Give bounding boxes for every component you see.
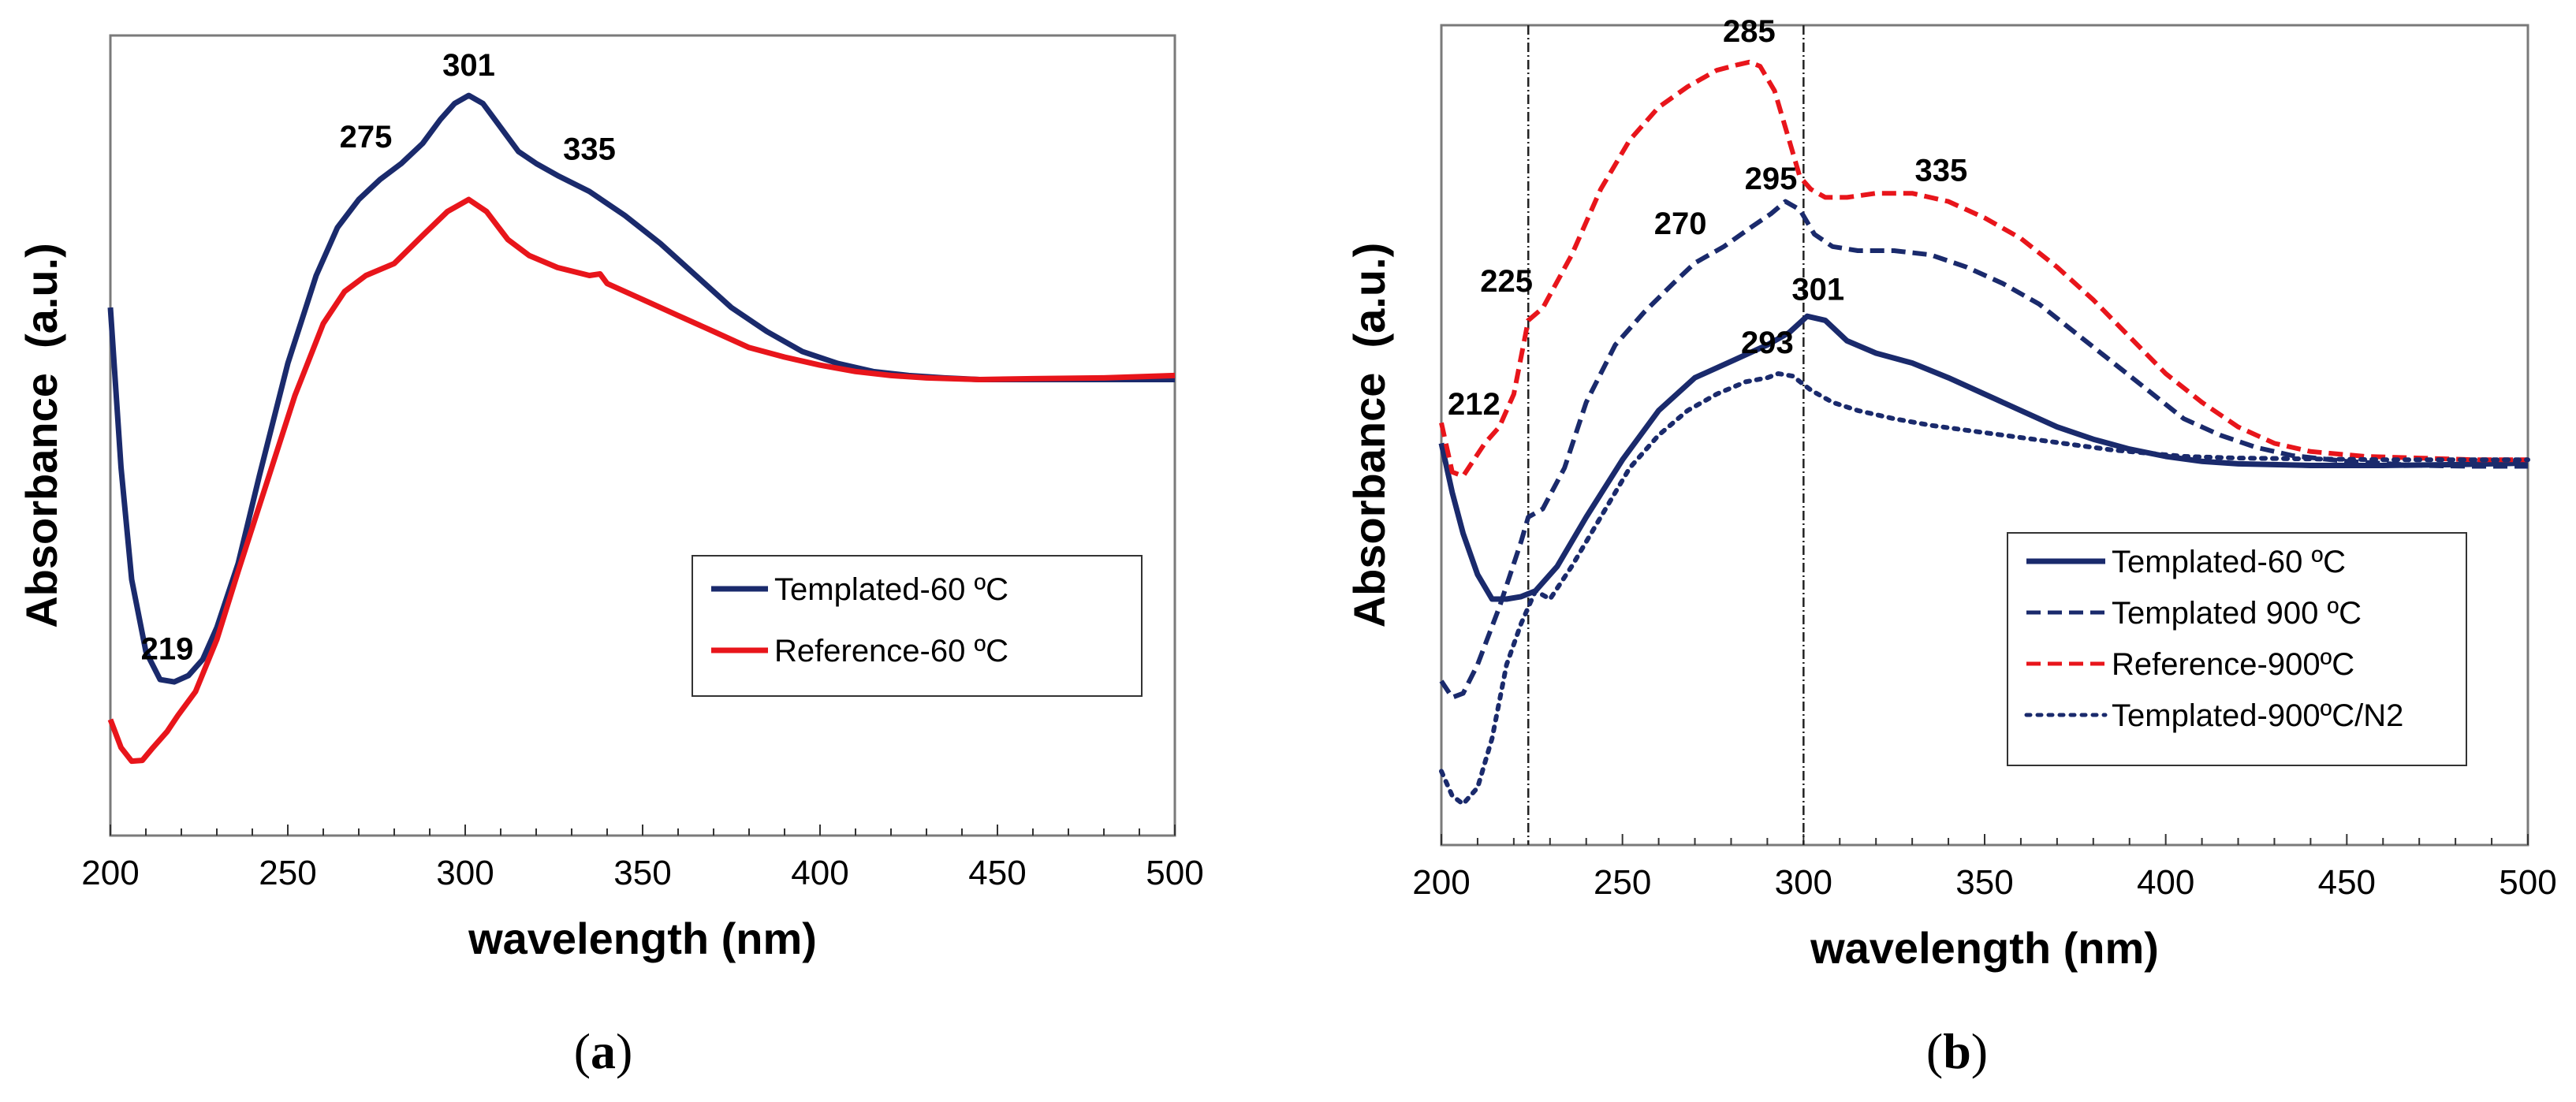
peak-annotation: 295: [1745, 162, 1798, 196]
x-axis-label: wavelength (nm): [1810, 923, 2159, 973]
peak-annotation: 293: [1741, 326, 1794, 360]
chart-panel-a: 200 250 300 350 400 450 500 wavelength (nm) Abso…: [17, 34, 1204, 1079]
x-tick-label: 300: [436, 854, 494, 892]
x-tick-label: 450: [2318, 863, 2376, 902]
series-line: [1438, 313, 2529, 602]
series-line: [107, 196, 1176, 765]
panel-label: (a): [574, 1023, 633, 1079]
legend: Templated-60 ºC Templated 900 ºC Reference…: [2007, 532, 2467, 766]
peak-annotation: 335: [1915, 154, 1968, 188]
peak-annotation: 285: [1723, 14, 1776, 49]
x-tick-label: 300: [1775, 863, 1832, 902]
x-tick-label: 500: [1146, 854, 1203, 892]
x-tick-label: 400: [2137, 863, 2194, 902]
x-tick-label: 250: [259, 854, 316, 892]
x-tick-label: 200: [81, 854, 139, 892]
peak-annotation: 301: [442, 48, 495, 83]
x-tick-label: 200: [1412, 863, 1470, 902]
peak-annotation: 301: [1791, 272, 1844, 307]
legend: Templated-60 ºC Reference-60 ºC: [692, 555, 1143, 697]
peak-annotation: 212: [1448, 387, 1500, 422]
series-line: [1439, 199, 2528, 700]
x-tick-label: 400: [791, 854, 848, 892]
legend-box: [692, 555, 1143, 697]
peak-annotation: 275: [340, 120, 393, 155]
peak-annotation: 270: [1654, 207, 1707, 241]
peak-annotation: 225: [1480, 264, 1533, 299]
series-line: [107, 92, 1175, 685]
series-line: [1439, 59, 2528, 478]
legend-entry-label: Templated 900 ºC: [2112, 596, 2362, 631]
y-axis-label: Absorbance (a.u.): [17, 243, 66, 628]
legend-box: [2007, 532, 2467, 766]
x-tick-label: 350: [613, 854, 671, 892]
series-line: [1439, 371, 2530, 806]
peak-annotation: 335: [563, 132, 616, 166]
x-tick-label: 500: [2499, 863, 2556, 902]
peak-annotation: 219: [141, 632, 194, 667]
legend-entry-label: Templated-900ºC/N2: [2112, 698, 2403, 733]
legend-entry-label: Templated-60 ºC: [774, 572, 1008, 607]
legend-entry-label: Reference-900ºC: [2112, 647, 2354, 682]
panel-label: (b): [1926, 1023, 1988, 1079]
legend-entry-label: Templated-60 ºC: [2112, 545, 2346, 579]
x-axis-label: wavelength (nm): [468, 914, 817, 963]
chart-panel-b: 200 250 300 350 400 450 500 wavelength (nm) Abso…: [1344, 14, 2557, 1079]
legend-entry-label: Reference-60 ºC: [774, 634, 1008, 668]
x-tick-label: 450: [968, 854, 1026, 892]
x-tick-label: 250: [1594, 863, 1651, 902]
x-tick-label: 350: [1955, 863, 2013, 902]
y-axis-label: Absorbance (a.u.): [1344, 243, 1394, 628]
